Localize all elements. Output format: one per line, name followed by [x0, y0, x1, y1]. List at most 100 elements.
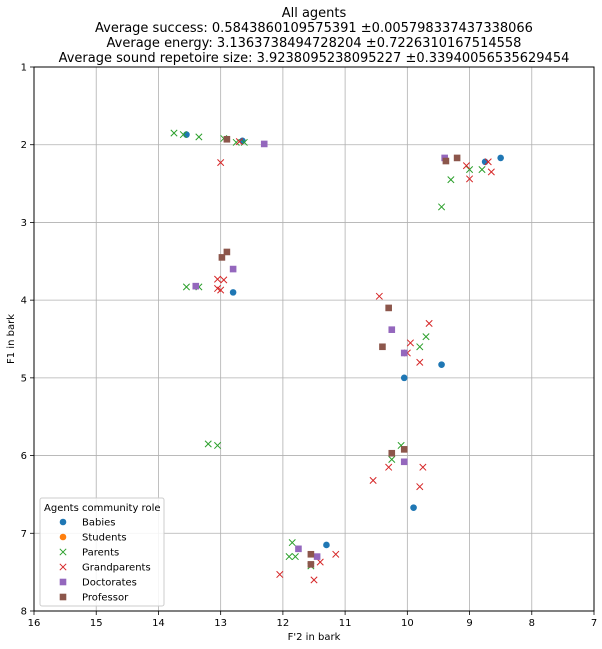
parents-point: [438, 203, 446, 211]
series-parents: [170, 129, 486, 570]
legend-marker-students: [59, 533, 67, 541]
legend-marker-professor: [59, 593, 67, 601]
grandparents-point: [310, 576, 318, 584]
parents-point: [288, 539, 296, 547]
grandparents-point: [487, 168, 495, 176]
grandparents-point: [385, 463, 393, 471]
grandparents-point: [425, 319, 433, 328]
x-tick-label: 11: [339, 618, 352, 629]
legend-label-doctorates: Doctorates: [82, 578, 137, 589]
babies-point: [400, 374, 408, 382]
y-tick-label: 3: [21, 218, 27, 229]
parents-point: [416, 343, 424, 351]
grandparents-point: [217, 159, 225, 167]
grandparents-point: [235, 138, 243, 146]
professor-point: [453, 154, 461, 162]
doctorates-point: [192, 282, 200, 290]
legend-box: [39, 497, 165, 607]
legend-item-parents: Parents: [59, 548, 119, 559]
legend-label-grandparents: Grandparents: [82, 563, 151, 574]
professor-point: [307, 561, 315, 568]
parents-point: [422, 333, 430, 341]
y-tick-label: 4: [21, 296, 27, 307]
x-tick-label: 7: [591, 618, 597, 629]
x-tick-label: 16: [28, 618, 41, 629]
y-tick-label: 8: [21, 607, 27, 618]
x-tick-label: 9: [466, 618, 472, 629]
professor-point: [223, 135, 231, 143]
data-points: [170, 129, 504, 584]
professor-point: [218, 254, 226, 261]
babies-point: [323, 541, 330, 549]
grandparents-point: [484, 158, 492, 166]
series-babies: [183, 131, 504, 549]
y-axis-label: F1 in bark: [6, 314, 17, 364]
doctorates-point: [400, 458, 408, 466]
doctorates-point: [229, 265, 237, 273]
y-axis-ticks: 1 2 3 4 5 6 7 8: [21, 63, 34, 618]
grandparents-point: [375, 292, 383, 300]
legend-item-grandparents: Grandparents: [59, 563, 151, 574]
chart-title-line-4: Average sound repetoire size: 3.92380952…: [59, 51, 570, 66]
series-grandparents: [214, 138, 495, 584]
parents-point: [182, 283, 190, 291]
babies-point: [183, 131, 190, 138]
legend-label-babies: Babies: [82, 518, 115, 529]
grandparents-point: [416, 358, 424, 366]
parents-point: [179, 131, 187, 139]
chart-title-line-1: All agents: [282, 6, 347, 21]
x-tick-label: 12: [277, 618, 290, 629]
grandparents-point: [214, 275, 222, 283]
y-tick-label: 2: [21, 140, 27, 151]
professor-point: [379, 343, 386, 351]
grandparents-point: [217, 286, 225, 294]
parents-point: [291, 553, 299, 561]
chart-title-line-2: Average success: 0.5843860109575391 ±0.0…: [95, 21, 533, 36]
chart-title: All agents Average success: 0.5843860109…: [59, 6, 570, 66]
legend-marker-grandparents: [59, 563, 67, 571]
parents-point: [170, 129, 178, 137]
doctorates-point: [313, 553, 321, 560]
x-tick-label: 8: [529, 618, 535, 629]
doctorates-point: [260, 140, 268, 148]
x-tick-label: 14: [152, 618, 165, 629]
grandparents-point: [466, 175, 474, 183]
professor-point: [400, 446, 408, 453]
babies-point: [438, 361, 445, 368]
y-tick-label: 1: [21, 63, 27, 74]
doctorates-point: [388, 326, 396, 333]
grandparents-point: [462, 162, 470, 170]
professor-point: [385, 304, 392, 312]
x-axis-ticks: 16 15 14 13 12 11 10 9 8 7: [28, 611, 597, 629]
legend-marker-doctorates: [59, 578, 67, 586]
legend-label-parents: Parents: [82, 548, 119, 559]
plot-frame: [33, 66, 595, 612]
legend-item-doctorates: Doctorates: [59, 578, 137, 589]
legend-title: Agents community role: [44, 503, 161, 514]
x-tick-label: 13: [214, 618, 227, 629]
babies-point: [410, 504, 417, 511]
parents-point: [478, 166, 486, 174]
legend-items: Babies Students Parents Grandparents Doctora…: [59, 518, 151, 604]
legend-item-students: Students: [59, 533, 127, 544]
doctorates-point: [400, 349, 408, 357]
babies-point: [497, 154, 504, 162]
parents-point: [447, 176, 455, 184]
parents-point: [195, 133, 203, 141]
legend-item-babies: Babies: [59, 518, 115, 529]
parents-point: [214, 441, 222, 450]
babies-point: [481, 158, 489, 166]
grandparents-point: [369, 476, 377, 484]
grandparents-point: [332, 550, 340, 558]
parents-point: [204, 440, 212, 448]
y-tick-label: 6: [21, 451, 27, 462]
grandparents-point: [416, 483, 424, 491]
x-tick-label: 10: [401, 618, 414, 629]
parents-point: [388, 455, 396, 464]
x-tick-label: 15: [90, 618, 103, 629]
professor-point: [223, 248, 231, 256]
grandparents-point: [276, 570, 284, 579]
grandparents-point: [406, 339, 414, 347]
series-professor: [218, 135, 461, 568]
